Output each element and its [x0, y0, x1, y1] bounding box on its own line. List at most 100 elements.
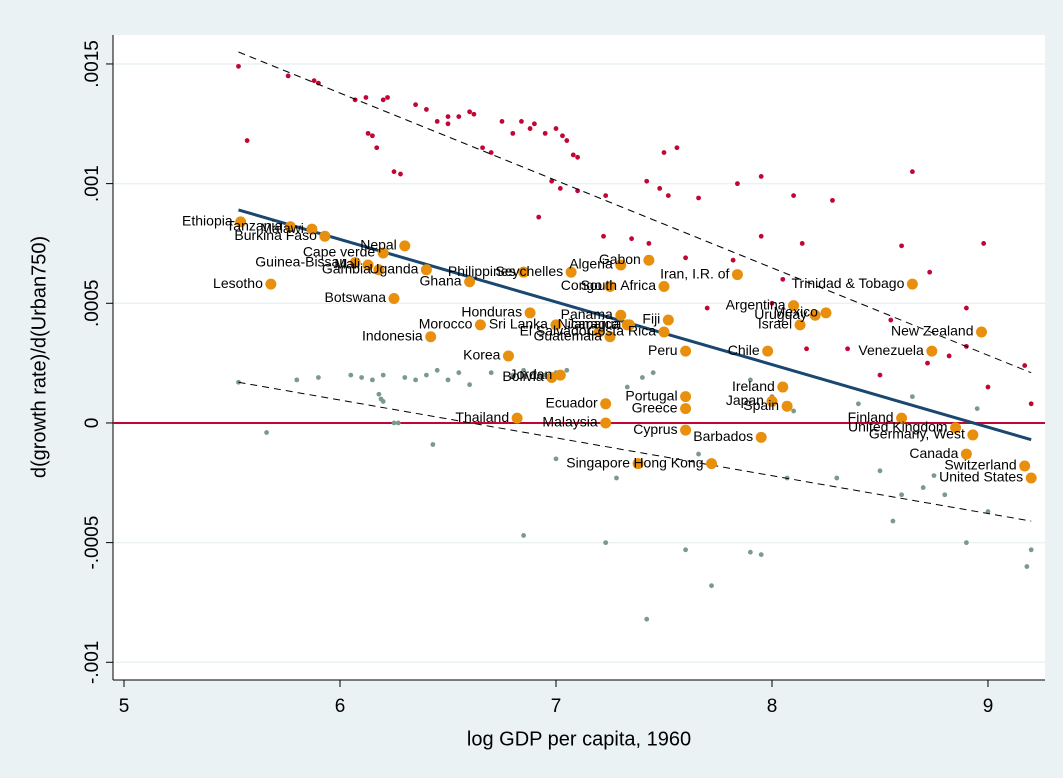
point — [370, 133, 375, 139]
point-label: El Salvador — [520, 323, 592, 339]
point-label: Finland — [848, 409, 894, 425]
point — [502, 350, 514, 362]
point — [877, 468, 883, 474]
point — [758, 233, 764, 239]
point — [527, 126, 533, 131]
point — [380, 399, 386, 404]
point — [420, 264, 432, 276]
point — [791, 193, 796, 198]
point — [777, 381, 789, 393]
point-label: Bolivia — [502, 368, 543, 384]
point-label: Gabon — [599, 251, 641, 267]
point-label: Tanzania — [226, 217, 282, 233]
point — [285, 73, 291, 79]
point — [925, 360, 930, 366]
point — [306, 223, 318, 235]
point-label: United States — [939, 469, 1023, 485]
fit-line — [238, 381, 1032, 522]
point-label: Jamaica — [567, 316, 619, 332]
point — [804, 346, 809, 352]
plot-area — [113, 35, 1045, 680]
point — [1028, 547, 1034, 553]
point — [963, 540, 969, 546]
point — [834, 475, 840, 481]
point — [755, 431, 767, 443]
point — [680, 345, 692, 357]
point-label: Israel — [758, 316, 792, 332]
point-label: Greece — [632, 399, 678, 415]
point-label: Barbados — [693, 428, 753, 444]
point — [604, 281, 616, 293]
point — [680, 403, 692, 415]
point-label: Honduras — [461, 304, 522, 320]
point — [570, 152, 576, 158]
x-tick-label: 6 — [335, 696, 346, 717]
point — [809, 309, 821, 321]
point — [1024, 564, 1030, 569]
point — [704, 305, 710, 311]
point — [632, 458, 644, 470]
point — [820, 307, 832, 319]
point — [593, 326, 605, 338]
point — [488, 150, 494, 155]
point — [373, 264, 385, 276]
point — [510, 130, 516, 136]
point — [662, 314, 674, 326]
point-label: Chile — [728, 342, 760, 358]
point — [899, 492, 904, 498]
point — [758, 552, 764, 557]
point-label: Algeria — [569, 256, 613, 272]
point — [604, 331, 616, 343]
point — [521, 533, 526, 538]
point-label: Guatemala — [534, 328, 603, 344]
point — [499, 118, 505, 124]
point — [927, 269, 933, 275]
point-label: Costa Rica — [588, 323, 657, 339]
point — [377, 247, 389, 259]
point — [661, 150, 667, 155]
point — [706, 458, 718, 470]
point — [391, 169, 397, 175]
point — [434, 367, 440, 373]
point — [244, 138, 250, 143]
point-label: Uganda — [369, 260, 418, 276]
point — [614, 475, 619, 481]
point — [960, 448, 972, 460]
point — [683, 255, 688, 261]
point — [519, 118, 524, 124]
point — [456, 114, 462, 120]
point — [985, 384, 991, 390]
point — [624, 384, 630, 390]
point — [549, 178, 555, 184]
point — [554, 369, 566, 381]
point — [615, 309, 627, 321]
point — [696, 451, 701, 457]
point — [644, 616, 650, 622]
x-tick-label: 7 — [551, 696, 562, 717]
point — [480, 145, 485, 151]
point — [909, 394, 915, 400]
point — [931, 473, 937, 479]
point-label: South Africa — [580, 277, 656, 293]
point — [730, 257, 736, 263]
point — [799, 241, 805, 246]
point-label: Nicaragua — [558, 316, 622, 332]
point — [621, 319, 633, 331]
point — [731, 269, 743, 281]
y-tick-label: .001 — [82, 165, 103, 202]
point — [550, 319, 562, 331]
point — [680, 391, 692, 403]
point-label: Philippines — [448, 263, 516, 279]
point — [906, 278, 918, 290]
point — [603, 193, 609, 198]
point — [391, 420, 397, 426]
point — [899, 243, 904, 249]
point — [524, 307, 536, 319]
point-label: Peru — [648, 342, 678, 358]
point — [564, 138, 570, 143]
point — [518, 266, 530, 278]
point — [890, 518, 896, 524]
point — [488, 370, 494, 376]
point — [531, 370, 537, 376]
